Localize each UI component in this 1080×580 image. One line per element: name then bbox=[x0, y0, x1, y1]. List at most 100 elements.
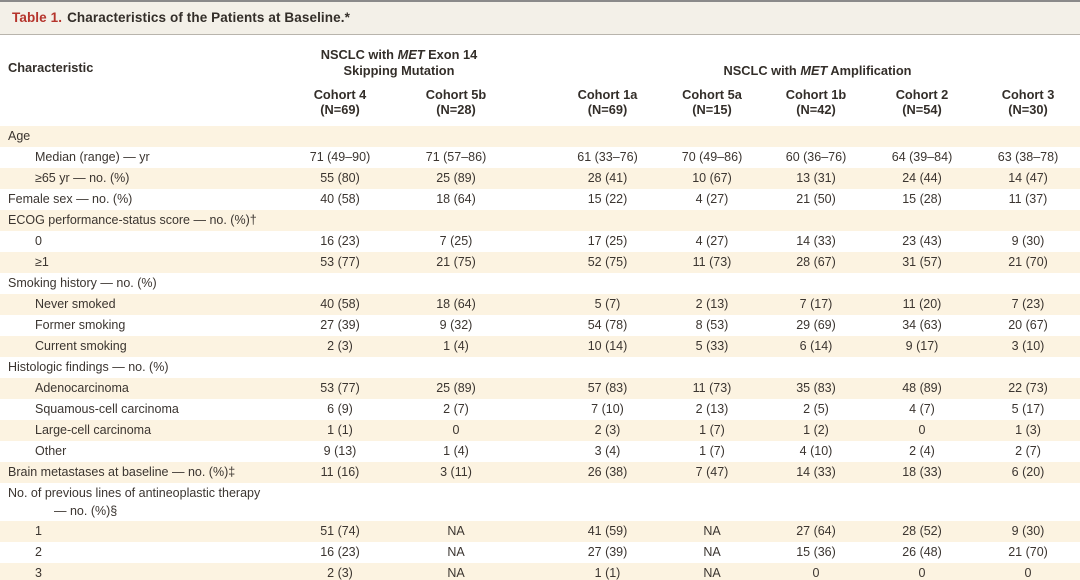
cell-value: 1 (7) bbox=[699, 423, 725, 437]
cell-value: 0 bbox=[918, 423, 926, 437]
cell-value: 0 bbox=[918, 566, 926, 580]
cell-value: 9 (13) bbox=[323, 444, 357, 458]
cell-value: 2 (3) bbox=[327, 339, 353, 353]
column-gap bbox=[515, 126, 555, 147]
row-label: 3 bbox=[35, 566, 42, 580]
column-gap bbox=[515, 563, 555, 580]
cell-value: 23 (43) bbox=[902, 234, 942, 248]
table-row: Other 9 (13) 1 (4) 3 (4) 1 (7) 4 (10) 2 (4) 2 (… bbox=[0, 441, 1080, 462]
table-row: ≥1 53 (77) 21 (75) 52 (75) 11 (73) 28 (67) 31 … bbox=[0, 252, 1080, 273]
cell-value: 26 (48) bbox=[902, 545, 942, 559]
cell-value: 54 (78) bbox=[587, 318, 628, 332]
cell-value: 15 (36) bbox=[796, 545, 836, 559]
table-row: Female sex — no. (%) 40 (58) 18 (64) 15 (22… bbox=[0, 189, 1080, 210]
cell-value bbox=[764, 357, 868, 378]
cell-value: 21 (70) bbox=[1008, 255, 1048, 269]
table-title-text: Characteristics of the Patients at Basel… bbox=[67, 10, 350, 25]
cell-value: 40 (58) bbox=[320, 192, 360, 206]
table-row: Adenocarcinoma 53 (77) 25 (89) 57 (83) 11 (7… bbox=[0, 378, 1080, 399]
cell-value: 11 (73) bbox=[692, 255, 732, 269]
cell-value: 41 (59) bbox=[587, 524, 628, 538]
cell-value: 18 (64) bbox=[436, 192, 476, 206]
cohort-5a-header: Cohort 5a (N=15) bbox=[682, 87, 742, 117]
row-label: Age bbox=[8, 129, 31, 143]
cell-value: 11 (37) bbox=[1008, 192, 1048, 206]
cell-value bbox=[764, 483, 868, 521]
cell-value: NA bbox=[703, 545, 721, 559]
cell-value: 1 (4) bbox=[443, 444, 469, 458]
cell-value: 7 (47) bbox=[695, 465, 729, 479]
cell-value bbox=[868, 210, 976, 231]
table-row: Median (range) — yr 71 (49–90) 71 (57–86) 6… bbox=[0, 147, 1080, 168]
cell-value: 63 (38–78) bbox=[997, 150, 1059, 164]
cell-value: 28 (67) bbox=[796, 255, 836, 269]
cell-value bbox=[555, 273, 660, 294]
table-header: Characteristic NSCLC with MET Exon 14 Ski… bbox=[0, 35, 1080, 126]
column-gap bbox=[515, 336, 555, 357]
cohort-header-row: Cohort 4 (N=69) Cohort 5b (N=28) Cohort 1a… bbox=[0, 81, 1080, 126]
cell-value bbox=[283, 483, 397, 521]
group-header-met-exon14: NSCLC with MET Exon 14 Skipping Mutation bbox=[283, 35, 515, 81]
cell-value: 6 (14) bbox=[799, 339, 833, 353]
group1-text2: Exon 14 bbox=[424, 47, 478, 62]
table-body: Age Median (range) — yr 71 (49–90) 71 (57–8… bbox=[0, 126, 1080, 580]
table-row: Brain metastases at baseline — no. (%)‡ 1… bbox=[0, 462, 1080, 483]
cell-value bbox=[764, 273, 868, 294]
cell-value bbox=[764, 210, 868, 231]
row-label: Large-cell carcinoma bbox=[35, 423, 152, 437]
row-label: ≥65 yr — no. (%) bbox=[35, 171, 130, 185]
cell-value: 53 (77) bbox=[320, 255, 360, 269]
table-row: ≥65 yr — no. (%) 55 (80) 25 (89) 28 (41) 10 … bbox=[0, 168, 1080, 189]
row-label: Never smoked bbox=[35, 297, 116, 311]
cell-value: 15 (22) bbox=[587, 192, 628, 206]
cell-value: 2 (7) bbox=[1015, 444, 1041, 458]
column-gap bbox=[515, 441, 555, 462]
group2-text2: Amplification bbox=[827, 63, 912, 78]
table-row: Squamous-cell carcinoma 6 (9) 2 (7) 7 (10) 2… bbox=[0, 399, 1080, 420]
table-row: Current smoking 2 (3) 1 (4) 10 (14) 5 (33) 6 … bbox=[0, 336, 1080, 357]
cell-value bbox=[283, 126, 397, 147]
column-gap bbox=[515, 189, 555, 210]
cell-value: NA bbox=[703, 566, 721, 580]
cell-value: 16 (23) bbox=[320, 234, 360, 248]
cell-value: 0 bbox=[452, 423, 460, 437]
cell-value: 5 (33) bbox=[695, 339, 729, 353]
cell-value: 21 (70) bbox=[1008, 545, 1048, 559]
table-row: Smoking history — no. (%) bbox=[0, 273, 1080, 294]
cell-value: 1 (1) bbox=[327, 423, 353, 437]
cell-value: 13 (31) bbox=[796, 171, 836, 185]
column-gap bbox=[515, 210, 555, 231]
cohort-1a-header: Cohort 1a (N=69) bbox=[577, 87, 638, 117]
cell-value: 10 (67) bbox=[692, 171, 732, 185]
table-row: Age bbox=[0, 126, 1080, 147]
table-row: 1 51 (74) NA 41 (59) NA 27 (64) 28 (52) 9 (30) bbox=[0, 521, 1080, 542]
cell-value: 3 (11) bbox=[440, 465, 472, 479]
cell-value: 27 (39) bbox=[320, 318, 360, 332]
cell-value: 18 (33) bbox=[902, 465, 942, 479]
cell-value bbox=[397, 210, 515, 231]
cell-value: NA bbox=[447, 524, 465, 538]
cell-value bbox=[397, 483, 515, 521]
row-label: 1 bbox=[35, 524, 42, 538]
cell-value: 10 (14) bbox=[587, 339, 628, 353]
group1-line2: Skipping Mutation bbox=[343, 63, 455, 78]
cell-value: 29 (69) bbox=[796, 318, 836, 332]
cell-value bbox=[764, 126, 868, 147]
cell-value: 51 (74) bbox=[320, 524, 360, 538]
row-label: Squamous-cell carcinoma bbox=[35, 402, 179, 416]
table-row: 2 16 (23) NA 27 (39) NA 15 (36) 26 (48) 21 (70) bbox=[0, 542, 1080, 563]
cell-value bbox=[660, 483, 764, 521]
cell-value bbox=[868, 126, 976, 147]
row-label: Median (range) — yr bbox=[35, 150, 150, 164]
column-gap bbox=[515, 542, 555, 563]
cell-value: 5 (7) bbox=[594, 297, 621, 311]
row-label: Brain metastases at baseline — no. (%)‡ bbox=[8, 465, 236, 479]
cell-value: 2 (13) bbox=[695, 402, 729, 416]
table-row: Histologic findings — no. (%) bbox=[0, 357, 1080, 378]
cell-value: 1 (2) bbox=[803, 423, 829, 437]
table-row: 3 2 (3) NA 1 (1) NA 0 0 0 bbox=[0, 563, 1080, 580]
group1-text: NSCLC with bbox=[320, 47, 398, 62]
cell-value: 34 (63) bbox=[902, 318, 942, 332]
cell-value bbox=[868, 357, 976, 378]
